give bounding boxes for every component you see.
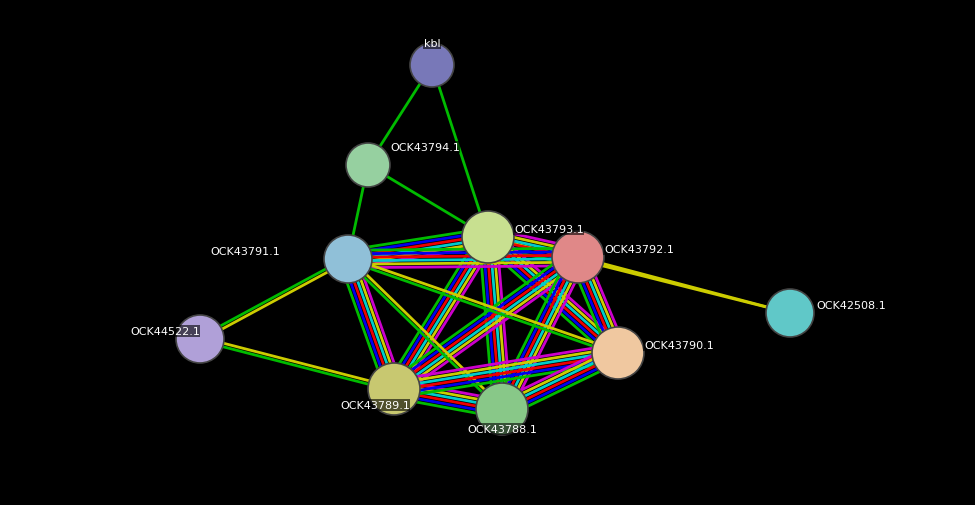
Text: OCK43791.1: OCK43791.1: [210, 246, 280, 257]
Text: OCK44522.1: OCK44522.1: [130, 326, 200, 336]
Text: OCK43793.1: OCK43793.1: [514, 225, 584, 234]
Circle shape: [462, 212, 514, 264]
Circle shape: [592, 327, 644, 379]
Circle shape: [476, 383, 528, 435]
Text: OCK43794.1: OCK43794.1: [390, 143, 460, 153]
Circle shape: [176, 316, 224, 363]
Text: OCK43790.1: OCK43790.1: [644, 340, 714, 350]
Circle shape: [368, 363, 420, 415]
Text: OCK43792.1: OCK43792.1: [604, 244, 674, 255]
Circle shape: [410, 44, 454, 88]
Text: OCK43788.1: OCK43788.1: [467, 424, 537, 434]
Circle shape: [346, 144, 390, 188]
Text: kbl: kbl: [424, 39, 441, 49]
Circle shape: [766, 289, 814, 337]
Circle shape: [552, 231, 604, 283]
Text: OCK43789.1: OCK43789.1: [340, 400, 410, 410]
Circle shape: [324, 235, 372, 283]
Text: OCK42508.1: OCK42508.1: [816, 300, 885, 311]
